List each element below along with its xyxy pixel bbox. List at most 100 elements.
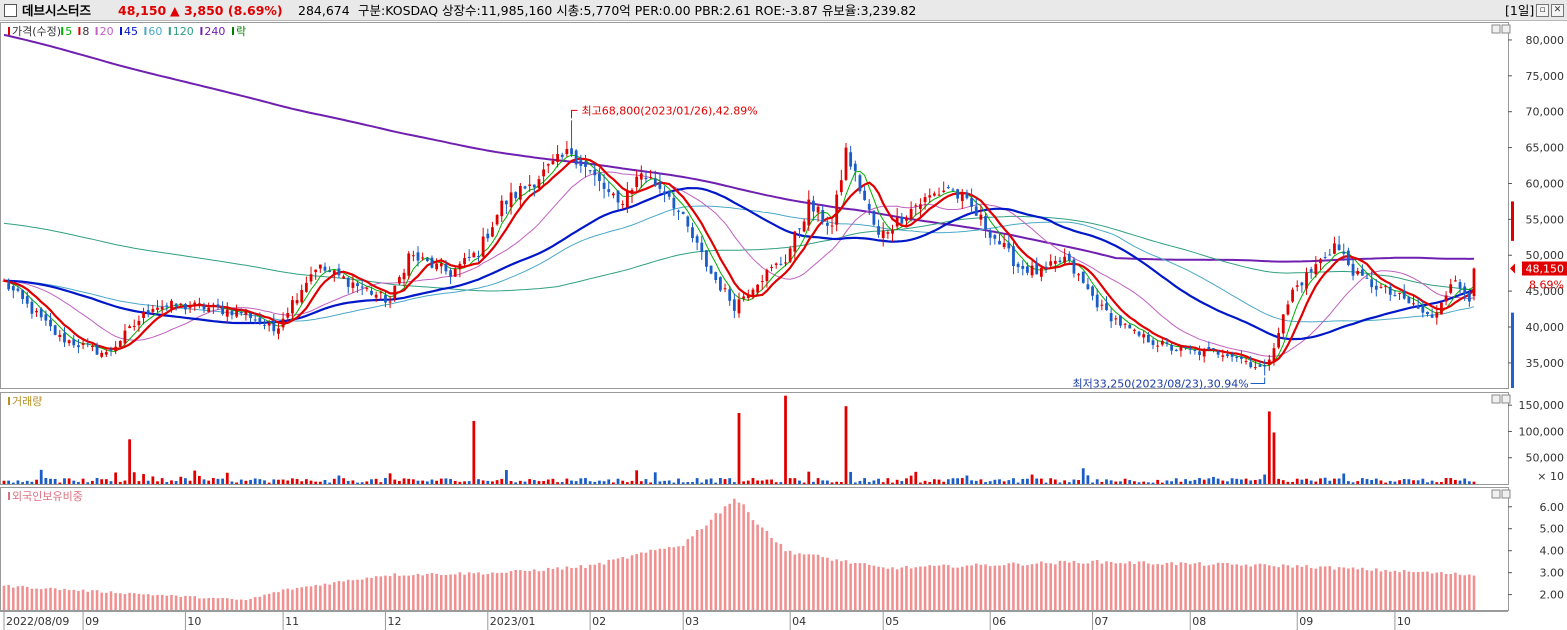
volume-bar: [1454, 479, 1457, 484]
candle: [1365, 272, 1369, 279]
volume-bar: [839, 481, 843, 484]
candle-body: [1240, 356, 1243, 359]
volume-bar: [1370, 480, 1374, 484]
candle-body: [1467, 292, 1471, 302]
volume-bar: [244, 480, 248, 484]
candle: [719, 276, 722, 293]
candle-body: [509, 192, 513, 208]
foreign-ratio-bar: [249, 598, 252, 610]
candle: [207, 302, 211, 313]
candle: [816, 204, 820, 222]
foreign-ratio-bar: [1323, 566, 1327, 610]
foreign-ratio-bar: [998, 565, 1001, 610]
volume-bar: [984, 482, 987, 484]
volume-bar: [1067, 482, 1071, 484]
foreign-ratio-bar: [319, 585, 322, 610]
volume-bar: [1440, 481, 1443, 484]
volume-bar: [588, 481, 592, 484]
foreign-ratio-bar: [1254, 564, 1257, 610]
candle-body: [1207, 347, 1211, 350]
foreign-ratio-bar: [923, 566, 927, 610]
panel-maximize-button[interactable]: [1501, 394, 1511, 404]
candle: [574, 149, 578, 169]
candle: [472, 251, 476, 258]
volume-bar: [1105, 479, 1108, 484]
foreign-ratio-bar: [384, 575, 387, 610]
volume-bar: [416, 480, 420, 484]
foreign-ratio-bar: [305, 586, 308, 610]
panel-minimize-button[interactable]: [1491, 489, 1501, 499]
close-icon[interactable]: ✕: [1551, 4, 1564, 17]
candle: [1402, 284, 1406, 300]
panel-minimize-button[interactable]: [1491, 24, 1501, 34]
foreign-ratio-bar: [393, 573, 397, 610]
candle-body: [1170, 344, 1174, 351]
legend-swatch: [200, 27, 203, 35]
foreign-ratio-bar: [993, 565, 997, 610]
volume-bar: [1142, 481, 1146, 484]
candle: [170, 298, 173, 313]
candle: [956, 188, 960, 203]
candle: [63, 327, 66, 348]
candle-body: [1402, 290, 1406, 299]
panel-maximize-button[interactable]: [1501, 24, 1511, 34]
foreign-ratio-bar: [947, 565, 950, 610]
foreign-ratio-bar: [774, 542, 778, 610]
volume-bar: [444, 478, 448, 484]
candle-body: [1342, 251, 1346, 254]
volume-bar: [1216, 478, 1220, 484]
foreign-ratio-bar: [1370, 570, 1373, 610]
volume-bar: [1314, 481, 1318, 484]
candle-body: [1146, 334, 1150, 343]
candle-body: [1286, 304, 1290, 315]
volume-bar: [495, 480, 499, 484]
candle: [202, 302, 206, 313]
foreign-ratio-bar: [1295, 565, 1299, 610]
volume-bar: [872, 480, 876, 484]
volume-bar: [1207, 478, 1211, 484]
panel-maximize-button[interactable]: [1501, 489, 1511, 499]
candle: [946, 184, 950, 189]
volume-bar: [1328, 480, 1332, 484]
panel-minimize-button[interactable]: [1491, 394, 1501, 404]
foreign-ratio-bar: [1300, 566, 1304, 610]
restore-button[interactable]: ▫: [1536, 4, 1549, 17]
candle-body: [649, 177, 653, 179]
candle-body: [853, 163, 857, 171]
volume-bar: [356, 482, 359, 484]
candle-body: [318, 264, 322, 269]
candle: [639, 165, 643, 189]
legend-item-45: 45: [124, 25, 138, 38]
candle-body: [932, 193, 936, 196]
volume-bar: [1249, 480, 1253, 484]
candle-body: [528, 184, 532, 186]
candle: [993, 233, 997, 245]
volume-bar: [1291, 482, 1294, 484]
volume-bar: [1467, 481, 1471, 484]
select-checkbox[interactable]: [4, 4, 17, 17]
foreign-ratio-bar: [49, 587, 52, 610]
volume-bar: [612, 482, 615, 484]
foreign-ratio-bar: [202, 598, 206, 610]
foreign-ratio-bar: [193, 596, 197, 610]
foreign-ratio-bar: [467, 572, 471, 610]
foreign-ratio-bar: [1342, 567, 1346, 610]
candle-body: [1300, 282, 1304, 286]
foreign-ratio-bar: [1077, 563, 1080, 610]
price-tick-label: 45,000: [1526, 285, 1565, 298]
foreign-ratio-bar: [1002, 565, 1006, 610]
panel-frame-2: [0, 392, 1509, 485]
period-selector[interactable]: [1일]: [1505, 3, 1535, 18]
volume-bar: [1463, 478, 1467, 484]
volume-bar: [425, 481, 429, 484]
title-bar: 데브시스터즈 48,150 ▲ 3,850 (8.69%) 284,674 구분…: [0, 0, 1567, 21]
volume-bar: [263, 480, 266, 484]
candle: [653, 170, 657, 187]
foreign-ratio-bar: [895, 569, 899, 610]
foreign-ratio-bar: [988, 566, 992, 610]
foreign-ratio-bar: [1351, 567, 1355, 610]
volume-bar: [835, 481, 839, 484]
foreign-ratio-bar: [714, 513, 718, 610]
current-change-tag: 8.69%: [1529, 279, 1564, 292]
